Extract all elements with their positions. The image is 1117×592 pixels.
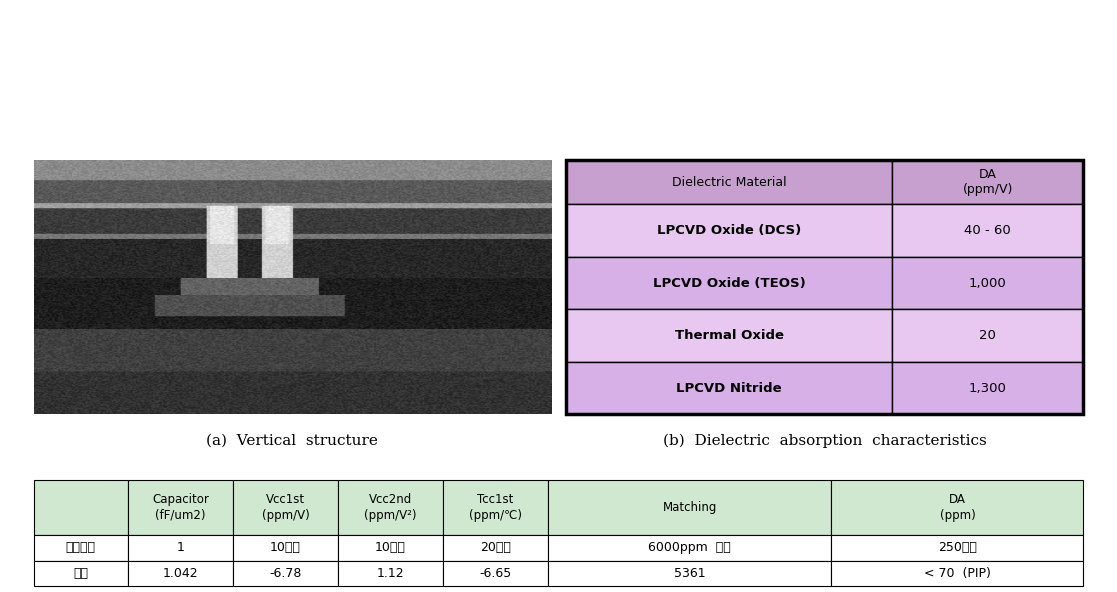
FancyBboxPatch shape: [443, 561, 548, 586]
FancyBboxPatch shape: [548, 535, 831, 561]
FancyBboxPatch shape: [34, 480, 128, 535]
Text: 1,000: 1,000: [968, 276, 1006, 289]
FancyBboxPatch shape: [548, 480, 831, 535]
Text: Dielectric Material: Dielectric Material: [671, 176, 786, 189]
Text: 1.12: 1.12: [376, 567, 404, 580]
Text: DA
(ppm): DA (ppm): [939, 493, 975, 522]
Text: 1,300: 1,300: [968, 382, 1006, 395]
Text: DA
(ppm/V): DA (ppm/V): [963, 168, 1013, 196]
FancyBboxPatch shape: [892, 160, 1083, 204]
FancyBboxPatch shape: [233, 561, 338, 586]
FancyBboxPatch shape: [233, 480, 338, 535]
Text: LPCVD Oxide (DCS): LPCVD Oxide (DCS): [657, 224, 801, 237]
Text: 10이하: 10이하: [270, 541, 300, 554]
Text: 250이하: 250이하: [938, 541, 977, 554]
FancyBboxPatch shape: [128, 561, 233, 586]
Text: (a)  Vertical  structure: (a) Vertical structure: [207, 434, 378, 448]
Text: 10이하: 10이하: [375, 541, 405, 554]
FancyBboxPatch shape: [34, 561, 128, 586]
Text: -6.78: -6.78: [269, 567, 302, 580]
FancyBboxPatch shape: [892, 362, 1083, 414]
FancyBboxPatch shape: [338, 561, 443, 586]
FancyBboxPatch shape: [566, 204, 892, 257]
Text: < 70  (PIP): < 70 (PIP): [924, 567, 991, 580]
FancyBboxPatch shape: [34, 535, 128, 561]
Text: 1: 1: [176, 541, 184, 554]
FancyBboxPatch shape: [128, 535, 233, 561]
FancyBboxPatch shape: [338, 480, 443, 535]
Text: 5361: 5361: [674, 567, 706, 580]
Text: Matching: Matching: [662, 501, 717, 514]
FancyBboxPatch shape: [566, 257, 892, 310]
Text: 20: 20: [980, 329, 996, 342]
FancyBboxPatch shape: [443, 535, 548, 561]
Text: 1.042: 1.042: [163, 567, 199, 580]
FancyBboxPatch shape: [443, 480, 548, 535]
Text: 20이하: 20이하: [480, 541, 510, 554]
Text: 최종: 최종: [74, 567, 88, 580]
FancyBboxPatch shape: [548, 561, 831, 586]
FancyBboxPatch shape: [128, 480, 233, 535]
FancyBboxPatch shape: [831, 535, 1083, 561]
FancyBboxPatch shape: [892, 204, 1083, 257]
Text: -6.65: -6.65: [479, 567, 512, 580]
FancyBboxPatch shape: [831, 561, 1083, 586]
FancyBboxPatch shape: [566, 362, 892, 414]
Text: Capacitor
(fF/um2): Capacitor (fF/um2): [152, 493, 209, 522]
FancyBboxPatch shape: [831, 480, 1083, 535]
FancyBboxPatch shape: [566, 160, 892, 204]
Text: 40 - 60: 40 - 60: [964, 224, 1011, 237]
Text: Vcc2nd
(ppm/V²): Vcc2nd (ppm/V²): [364, 493, 417, 522]
Text: Tcc1st
(ppm/℃): Tcc1st (ppm/℃): [469, 493, 522, 522]
Text: LPCVD Nitride: LPCVD Nitride: [677, 382, 782, 395]
Text: 개발사양: 개발사양: [66, 541, 96, 554]
Text: (b)  Dielectric  absorption  characteristics: (b) Dielectric absorption characteristic…: [663, 434, 986, 448]
Text: 6000ppm  이하: 6000ppm 이하: [648, 541, 732, 554]
FancyBboxPatch shape: [233, 535, 338, 561]
FancyBboxPatch shape: [892, 310, 1083, 362]
Text: Vcc1st
(ppm/V): Vcc1st (ppm/V): [261, 493, 309, 522]
Text: Thermal Oxide: Thermal Oxide: [675, 329, 784, 342]
FancyBboxPatch shape: [566, 310, 892, 362]
Text: LPCVD Oxide (TEOS): LPCVD Oxide (TEOS): [652, 276, 805, 289]
FancyBboxPatch shape: [338, 535, 443, 561]
FancyBboxPatch shape: [892, 257, 1083, 310]
